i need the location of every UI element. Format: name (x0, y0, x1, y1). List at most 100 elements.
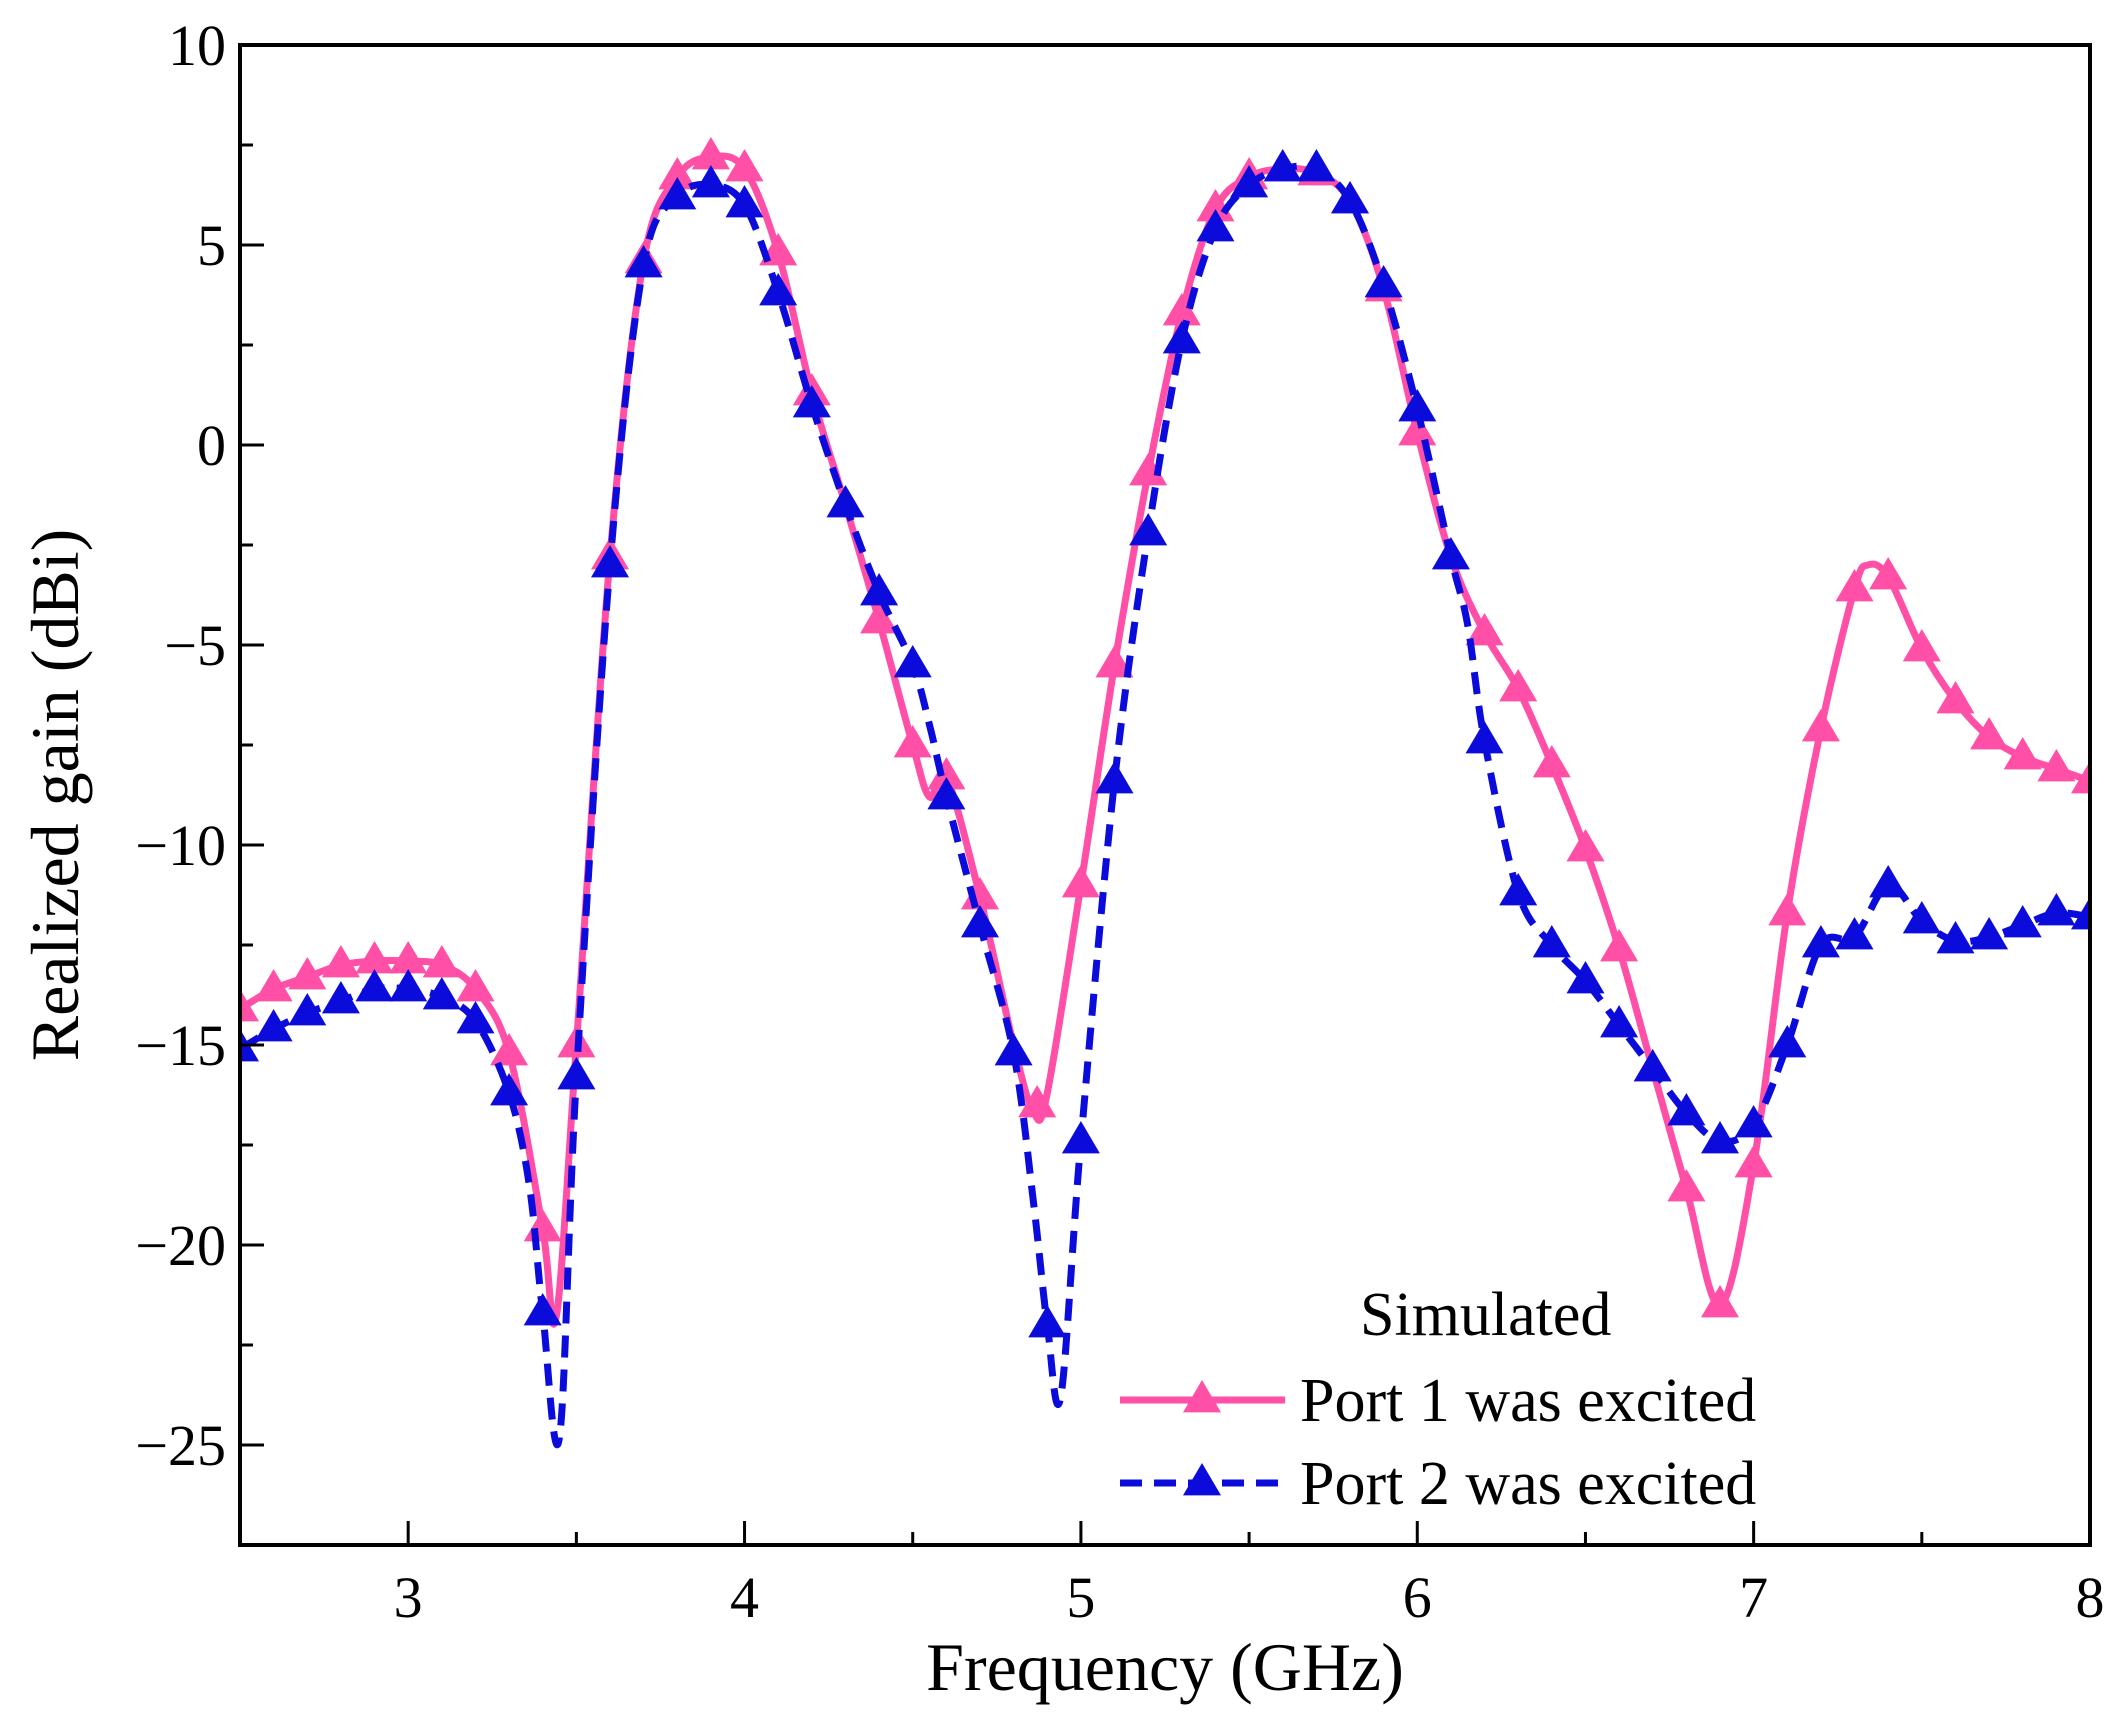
legend-marker-port-2 (1183, 1463, 1221, 1496)
data-point-port-2 (1028, 1305, 1067, 1338)
series-line-port-2 (240, 162, 2090, 1449)
data-point-port-1 (1768, 893, 1807, 926)
data-point-port-2 (893, 645, 932, 678)
data-point-port-2 (1196, 209, 1235, 242)
data-point-port-2 (523, 1293, 562, 1326)
data-point-port-2 (1431, 537, 1470, 570)
data-point-port-2 (1869, 865, 1908, 898)
data-point-port-1 (1061, 865, 1100, 898)
y-tick-label: −10 (135, 813, 226, 878)
data-point-port-2 (1532, 925, 1571, 958)
data-point-port-2 (456, 1001, 495, 1034)
data-point-port-2 (1499, 873, 1538, 906)
data-point-port-2 (355, 969, 394, 1002)
data-point-port-2 (961, 905, 999, 938)
data-point-port-1 (927, 757, 966, 790)
data-point-port-2 (994, 1033, 1033, 1066)
data-point-port-2 (1465, 721, 1504, 754)
data-point-port-2 (658, 177, 697, 210)
series-1 (240, 137, 2090, 1328)
y-tick-label: 0 (197, 413, 226, 478)
legend: Simulated Port 1 was excited Port 2 was … (1120, 1281, 1756, 1518)
x-tick-label: 3 (394, 1565, 423, 1630)
data-point-port-2 (759, 273, 798, 306)
data-point-port-2 (1263, 149, 1302, 182)
data-point-port-2 (1129, 513, 1168, 546)
data-point-port-1 (1499, 669, 1538, 702)
data-point-port-1 (254, 969, 293, 1002)
data-point-port-2 (422, 977, 461, 1010)
data-point-port-2 (1835, 917, 1874, 950)
data-point-port-2 (2071, 897, 2090, 930)
data-point-port-2 (1801, 925, 1840, 958)
data-point-port-1 (860, 601, 899, 634)
data-point-port-2 (1364, 265, 1403, 298)
data-point-port-2 (1230, 165, 1269, 198)
y-tick-label: 10 (168, 13, 226, 78)
series-layer (240, 137, 2090, 1449)
data-point-port-2 (2037, 893, 2076, 926)
x-tick-label: 8 (2076, 1565, 2105, 1630)
data-point-port-1 (1734, 1145, 1773, 1178)
data-point-port-2 (927, 777, 966, 810)
plot-frame (238, 43, 2092, 1547)
data-point-port-2 (2003, 905, 2042, 938)
data-point-port-1 (1566, 829, 1605, 862)
x-tick-label: 5 (1066, 1565, 1095, 1630)
data-point-port-2 (1398, 389, 1437, 422)
y-tick-label: −25 (135, 1413, 226, 1478)
data-point-port-1 (1936, 681, 1975, 714)
data-point-port-2 (1297, 149, 1336, 182)
data-point-port-1 (240, 989, 259, 1022)
x-axis-label: Frequency (GHz) (926, 1629, 1404, 1705)
data-point-port-2 (1936, 921, 1975, 954)
data-point-port-1 (2003, 737, 2042, 770)
data-point-port-2 (1566, 961, 1605, 994)
data-point-port-1 (961, 877, 999, 910)
data-point-port-1 (1835, 569, 1874, 602)
data-point-port-2 (389, 969, 428, 1002)
data-point-port-1 (658, 157, 697, 190)
data-point-port-1 (422, 945, 461, 978)
data-point-port-1 (288, 957, 327, 990)
data-point-port-2 (691, 165, 730, 198)
data-point-port-1 (725, 149, 764, 182)
data-point-port-2 (490, 1073, 529, 1106)
data-point-port-2 (725, 185, 764, 218)
data-point-port-2 (1162, 321, 1201, 354)
x-tick-label: 4 (730, 1565, 759, 1630)
data-point-port-2 (624, 245, 663, 278)
y-axis-ticks: 10 5 0 −5 −10 −15 −20 −25 (135, 13, 264, 1547)
data-point-port-2 (557, 1057, 596, 1090)
data-point-port-1 (523, 1209, 562, 1242)
data-point-port-1 (1801, 709, 1840, 742)
x-axis-ticks: 3 4 5 6 7 8 (238, 1521, 2105, 1630)
data-point-port-1 (1600, 929, 1639, 962)
data-point-port-1 (2071, 761, 2090, 794)
data-point-port-1 (321, 945, 360, 978)
x-tick-label: 7 (1739, 1565, 1768, 1630)
data-point-port-1 (1465, 613, 1504, 646)
data-point-port-1 (1667, 1169, 1706, 1202)
data-point-port-1 (1095, 645, 1134, 678)
data-point-port-1 (691, 137, 730, 170)
data-point-port-2 (1061, 1121, 1100, 1154)
data-point-port-2 (240, 1029, 259, 1062)
data-point-port-2 (1701, 1121, 1739, 1154)
data-point-port-2 (860, 573, 899, 606)
data-point-port-1 (490, 1033, 529, 1066)
y-tick-label: −20 (135, 1213, 226, 1278)
data-point-port-2 (321, 981, 360, 1014)
data-point-port-1 (1970, 717, 2009, 750)
y-tick-label: −5 (164, 613, 226, 678)
y-tick-label: −15 (135, 1013, 226, 1078)
data-point-port-2 (1600, 1005, 1639, 1038)
data-point-port-2 (1667, 1093, 1706, 1126)
x-tick-label: 6 (1403, 1565, 1432, 1630)
data-point-port-2 (1095, 761, 1134, 794)
data-point-port-1 (2037, 749, 2076, 782)
data-point-port-1 (355, 941, 394, 974)
data-point-port-2 (1970, 917, 2009, 950)
data-point-port-1 (1018, 1085, 1057, 1118)
data-point-port-2 (1331, 181, 1369, 214)
